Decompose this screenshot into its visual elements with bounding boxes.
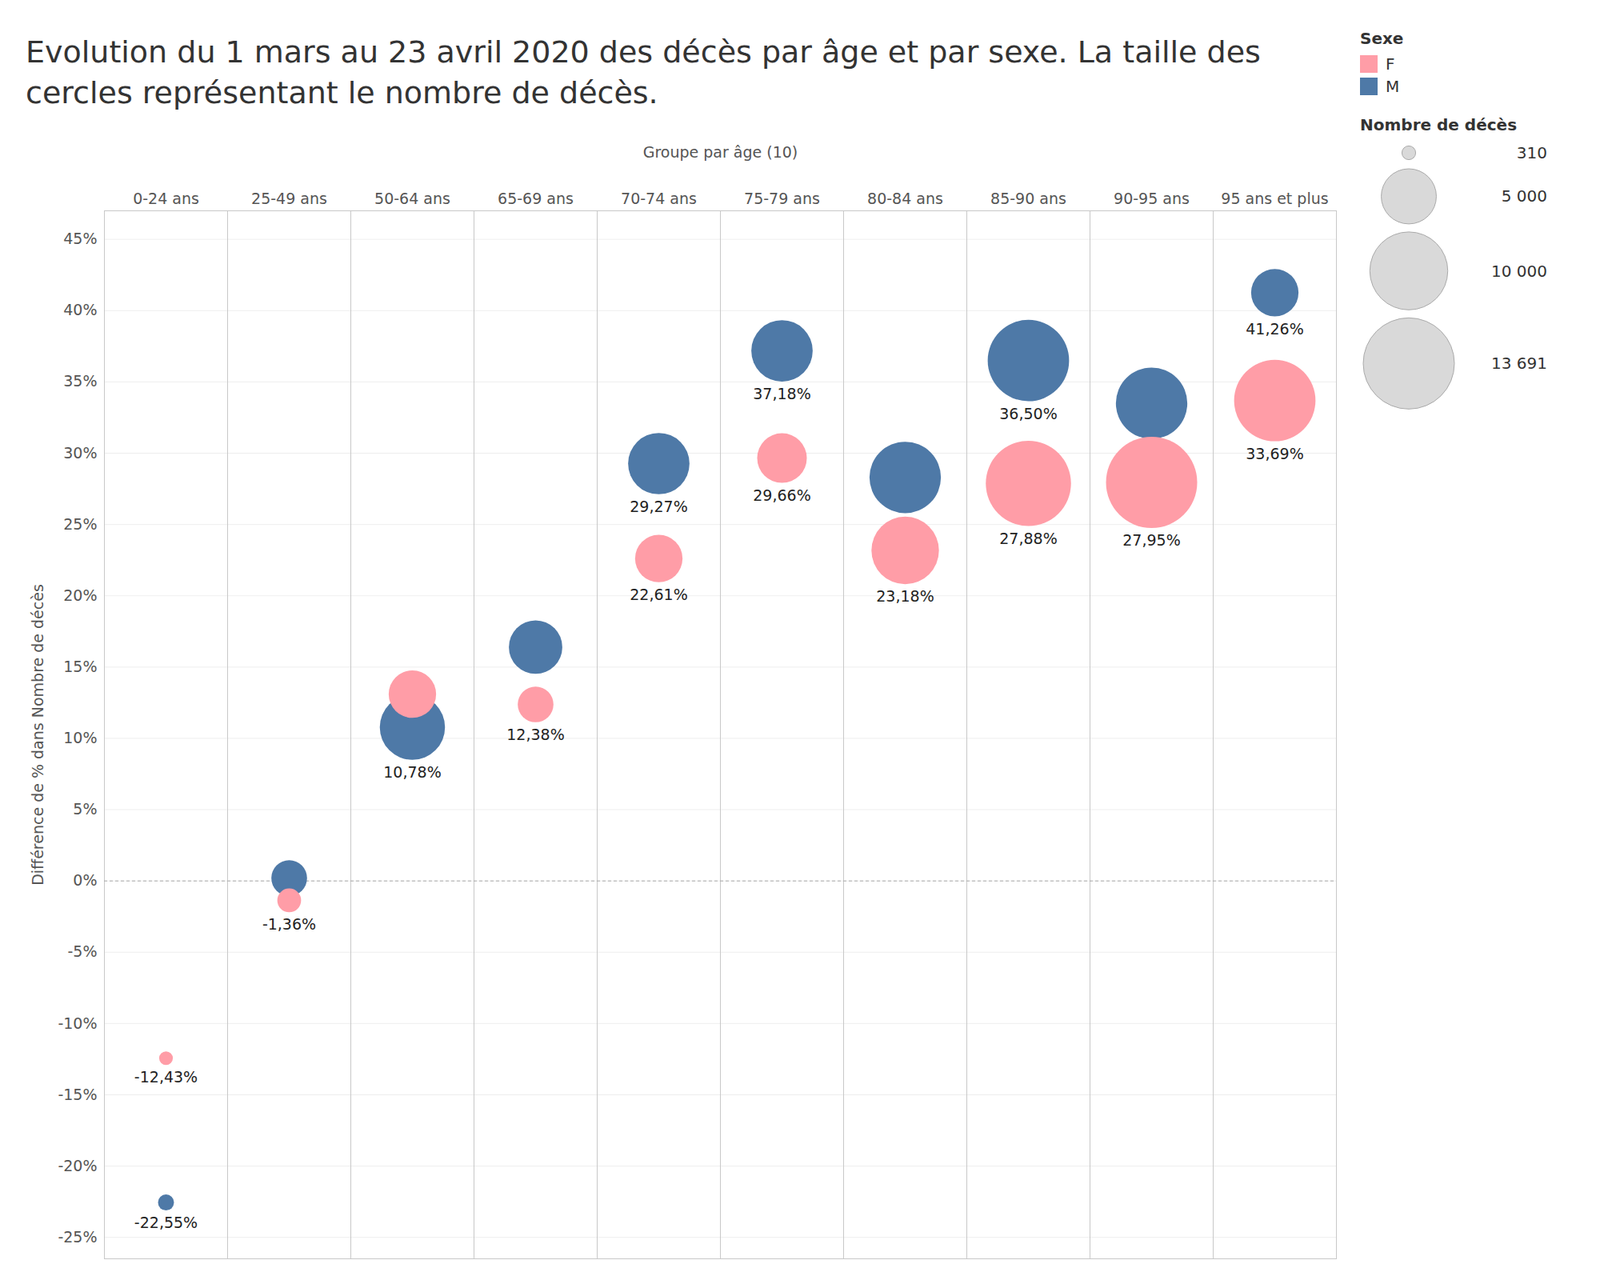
svg-text:27,88%: 27,88% (999, 528, 1057, 547)
svg-text:22,61%: 22,61% (629, 585, 688, 604)
svg-text:0%: 0% (72, 871, 97, 889)
svg-text:-1,36%: -1,36% (262, 915, 316, 933)
svg-text:13 691: 13 691 (1491, 353, 1548, 373)
svg-text:12,38%: 12,38% (506, 725, 564, 744)
svg-text:Différence de % dans Nombre de: Différence de % dans Nombre de décès (28, 584, 47, 886)
svg-text:65-69 ans: 65-69 ans (497, 188, 574, 207)
svg-text:5%: 5% (72, 800, 97, 818)
svg-text:-25%: -25% (57, 1227, 97, 1245)
svg-text:90-95 ans: 90-95 ans (1113, 188, 1190, 207)
html-text:Sexe: Sexe (1360, 28, 1404, 48)
svg-text:75-79 ans: 75-79 ans (744, 188, 820, 207)
svg-text:-10%: -10% (57, 1013, 97, 1032)
svg-text:Groupe par âge (10): Groupe par âge (10) (643, 143, 799, 161)
svg-text:30%: 30% (63, 443, 97, 461)
svg-text:-5%: -5% (68, 942, 98, 960)
svg-text:310: 310 (1516, 143, 1548, 163)
svg-text:23,18%: 23,18% (876, 587, 934, 605)
svg-text:-12,43%: -12,43% (134, 1068, 198, 1086)
svg-text:33,69%: 33,69% (1245, 444, 1304, 462)
svg-text:41,26%: 41,26% (1245, 319, 1304, 337)
svg-text:80-84 ans: 80-84 ans (867, 188, 944, 207)
svg-text:15%: 15% (63, 657, 97, 676)
svg-text:36,50%: 36,50% (999, 404, 1057, 422)
svg-text:35%: 35% (63, 372, 97, 390)
svg-text:27,95%: 27,95% (1122, 531, 1180, 549)
svg-text:25%: 25% (63, 514, 97, 532)
svg-text:40%: 40% (63, 300, 97, 319)
svg-text:10,78%: 10,78% (383, 762, 441, 780)
html-text:F: F (1385, 54, 1395, 74)
svg-text:-15%: -15% (57, 1084, 97, 1103)
svg-text:25-49 ans: 25-49 ans (251, 188, 328, 207)
html-text:Nombre de décès: Nombre de décès (1360, 115, 1517, 135)
svg-text:45%: 45% (63, 229, 97, 248)
svg-text:37,18%: 37,18% (752, 384, 811, 403)
svg-text:95 ans et plus: 95 ans et plus (1220, 188, 1328, 207)
svg-text:-22,55%: -22,55% (134, 1213, 198, 1232)
svg-text:50-64 ans: 50-64 ans (374, 188, 451, 207)
svg-text:29,27%: 29,27% (629, 497, 688, 516)
svg-text:5 000: 5 000 (1501, 186, 1548, 206)
svg-text:10%: 10% (63, 728, 97, 747)
svg-text:85-90 ans: 85-90 ans (990, 188, 1067, 207)
svg-text:10 000: 10 000 (1491, 261, 1548, 281)
html-text:M: M (1385, 76, 1400, 96)
svg-text:29,66%: 29,66% (752, 485, 811, 504)
svg-text:0-24 ans: 0-24 ans (132, 188, 200, 207)
svg-text:70-74 ans: 70-74 ans (620, 188, 697, 207)
svg-text:20%: 20% (63, 585, 97, 604)
svg-text:-20%: -20% (57, 1156, 97, 1174)
html-text:Evolution du 1 mars au 23 avri: Evolution du 1 mars au 23 avril 2020 des… (25, 34, 1261, 111)
